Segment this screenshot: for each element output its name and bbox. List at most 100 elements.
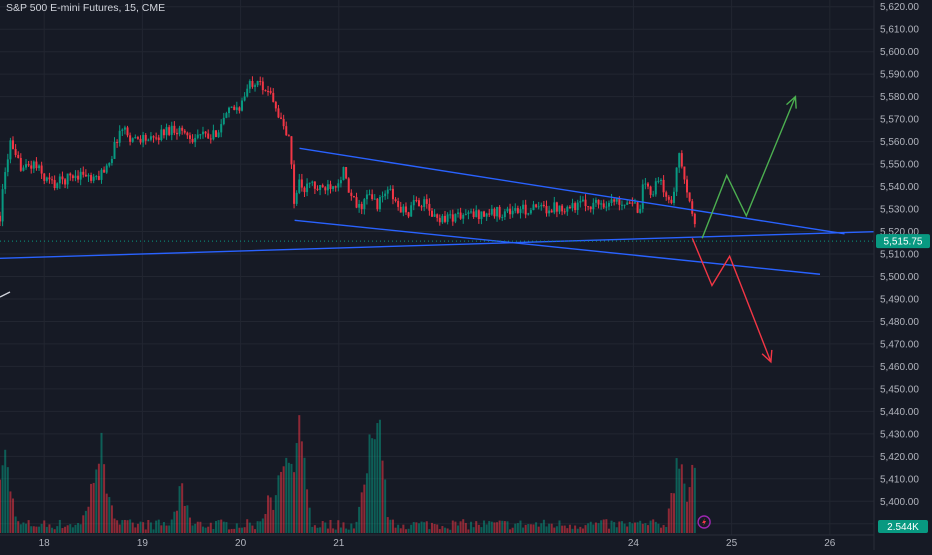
- candle-body: [9, 140, 12, 160]
- candle-body: [378, 196, 381, 210]
- volume-bar: [1, 465, 4, 533]
- volume-bar: [381, 460, 384, 533]
- volume-bar: [451, 520, 454, 533]
- volume-bar: [319, 527, 322, 533]
- candle-body: [22, 167, 25, 171]
- bearish-projection-path: [691, 238, 772, 363]
- volume-bar: [316, 527, 319, 533]
- volume-bar: [600, 520, 603, 533]
- volume-bar: [485, 524, 488, 533]
- candle-body: [444, 215, 447, 222]
- volume-bar: [40, 523, 43, 533]
- candle-body: [199, 134, 202, 136]
- candle-body: [350, 192, 353, 197]
- volume-bar: [269, 497, 272, 533]
- volume-bar: [144, 529, 147, 533]
- candle-body: [678, 153, 681, 168]
- candle-body: [511, 210, 514, 215]
- candle-body: [129, 135, 132, 142]
- volume-bar: [673, 493, 676, 533]
- volume-bar: [415, 522, 418, 533]
- volume-bar: [402, 524, 405, 533]
- volume-bar: [368, 434, 371, 533]
- volume-bar: [665, 526, 668, 533]
- volume-bar: [514, 523, 517, 533]
- volume-bar: [155, 520, 158, 533]
- candle-body: [175, 132, 178, 135]
- volume-bar: [537, 526, 540, 533]
- volume-bar: [0, 479, 1, 533]
- volume-bar: [628, 521, 631, 533]
- volume-bar: [77, 523, 80, 533]
- volume-bar: [498, 520, 501, 533]
- volume-bar: [683, 483, 686, 533]
- volume-bar: [43, 520, 46, 533]
- y-tick-label: 5,560.00: [880, 137, 919, 148]
- candle-body: [38, 165, 41, 169]
- price-axis-background: [874, 0, 932, 550]
- bullish-arrow-head: [786, 95, 797, 109]
- volume-bar: [550, 523, 553, 533]
- y-tick-label: 5,480.00: [880, 317, 919, 328]
- volume-bar: [201, 526, 204, 533]
- candle-body: [425, 199, 428, 204]
- candle-body: [415, 200, 418, 202]
- candle-body: [285, 126, 288, 136]
- x-tick-label: 18: [39, 538, 51, 549]
- candle-body: [626, 202, 629, 205]
- y-tick-label: 5,420.00: [880, 452, 919, 463]
- candle-body: [446, 214, 449, 222]
- volume-bar: [69, 524, 72, 533]
- volume-bar: [659, 527, 662, 533]
- candle-body: [194, 137, 197, 143]
- x-tick-label: 21: [333, 538, 345, 549]
- candle-body: [313, 181, 316, 189]
- candle-body: [652, 194, 655, 196]
- candle-body: [82, 171, 85, 175]
- candle-body: [261, 81, 264, 91]
- candle-body: [293, 164, 296, 204]
- volume-bar: [285, 457, 288, 533]
- y-tick-label: 5,550.00: [880, 160, 919, 171]
- candle-body: [597, 199, 600, 205]
- candle-body: [308, 182, 311, 184]
- candle-body: [144, 134, 147, 141]
- candle-body: [212, 130, 215, 140]
- candle-body: [464, 213, 467, 215]
- volume-bar: [675, 458, 678, 533]
- candle-body: [274, 101, 277, 109]
- candle-body: [644, 183, 647, 185]
- candle-body: [402, 206, 405, 213]
- candle-body: [381, 196, 384, 198]
- candle-body: [542, 204, 545, 206]
- candle-body: [449, 214, 452, 216]
- candle-body: [35, 161, 38, 169]
- candle-body: [103, 169, 106, 173]
- candle-body: [649, 186, 652, 195]
- volume-bar: [389, 519, 392, 533]
- y-tick-label: 5,590.00: [880, 70, 919, 81]
- volume-bar: [259, 521, 262, 533]
- candle-body: [683, 166, 686, 180]
- candle-body: [618, 198, 621, 205]
- candle-body: [581, 199, 584, 202]
- candle-body: [32, 161, 35, 169]
- candle-body: [457, 212, 460, 214]
- y-tick-label: 5,400.00: [880, 497, 919, 508]
- volume-bar: [79, 524, 82, 533]
- volume-bar: [350, 523, 353, 533]
- candle-body: [66, 173, 69, 185]
- volume-bar: [519, 520, 522, 533]
- volume-bar: [636, 522, 639, 533]
- volume-bar: [574, 525, 577, 533]
- candle-body: [686, 179, 689, 193]
- volume-bar: [584, 525, 587, 533]
- volume-bar: [433, 523, 436, 533]
- volume-bar: [397, 524, 400, 533]
- volume-bar: [652, 519, 655, 533]
- candle-body: [412, 200, 415, 206]
- candle-body: [248, 81, 251, 89]
